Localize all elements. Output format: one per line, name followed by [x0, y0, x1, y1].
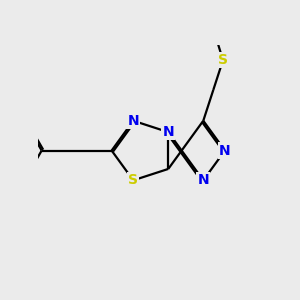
Text: N: N	[128, 114, 139, 128]
Text: S: S	[218, 53, 228, 67]
Text: S: S	[128, 173, 138, 187]
Text: N: N	[197, 173, 209, 187]
Text: N: N	[219, 143, 231, 158]
Text: N: N	[163, 125, 174, 139]
